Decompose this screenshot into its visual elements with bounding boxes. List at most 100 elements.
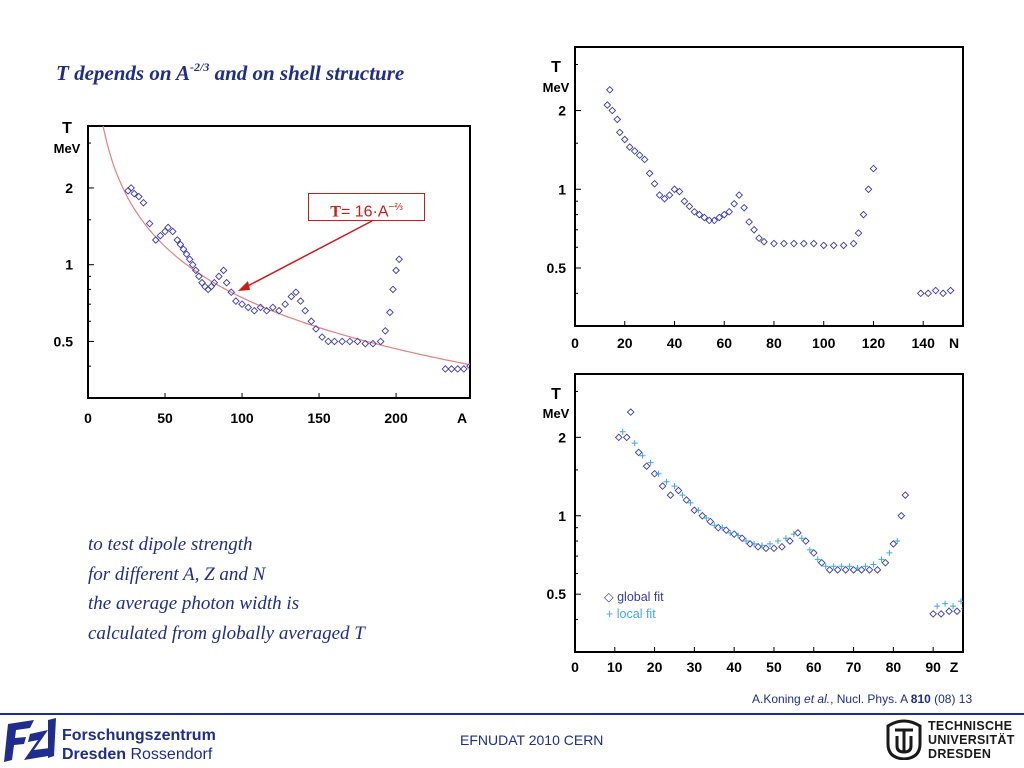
y-tick-label: 0.5	[547, 586, 567, 602]
global-fit-point	[164, 223, 172, 232]
global-fit-point	[207, 282, 216, 291]
y-tick-label: 2	[558, 429, 566, 445]
global-fit-point	[275, 306, 283, 315]
global-fit-point	[620, 135, 629, 144]
x-tick-label: 0	[571, 659, 579, 675]
global-fit-point	[250, 306, 259, 315]
global-fit-point	[222, 278, 231, 287]
global-fit-point	[705, 216, 714, 225]
global-fit-point	[746, 540, 754, 548]
global-fit-point	[670, 185, 679, 194]
fit-formula-annotation: T= 16·A−⅔	[308, 193, 425, 221]
fzd-logo-icon	[4, 716, 56, 764]
global-fit-point	[869, 164, 878, 173]
tu-dresden-logo-icon	[886, 719, 922, 760]
x-axis-label: Z	[950, 659, 959, 675]
global-fit-point	[134, 192, 143, 201]
global-fit-point	[790, 239, 798, 248]
global-fit-point	[453, 365, 462, 373]
global-fit-point	[817, 558, 826, 567]
global-fit-point	[395, 255, 403, 264]
global-fit-point	[833, 566, 842, 574]
global-fit-point	[324, 337, 333, 346]
bullet-line: for different A, Z and N	[88, 563, 266, 585]
local-fit-point	[711, 522, 718, 529]
local-fit-point	[814, 556, 821, 563]
global-fit-point	[296, 297, 305, 305]
local-fit-point	[894, 538, 901, 545]
global-fit-point	[897, 511, 906, 520]
global-fit-point	[706, 517, 715, 526]
global-fit-point	[730, 199, 739, 208]
x-tick-label: 200	[384, 410, 408, 426]
footer-divider	[0, 713, 1024, 715]
y-tick-label: 1	[558, 181, 566, 197]
x-tick-label: 100	[230, 410, 254, 426]
global-fit-point	[778, 542, 786, 551]
global-fit-point	[945, 607, 953, 616]
global-fit-point	[256, 303, 265, 312]
global-fit-point	[139, 198, 148, 207]
bullet-line: calculated from globally averaged T	[88, 622, 365, 644]
global-fit-point	[635, 151, 644, 160]
global-fit-point	[307, 317, 316, 326]
global-fit-point	[829, 241, 838, 250]
global-fit-point	[191, 266, 200, 275]
global-fit-point	[864, 185, 873, 194]
global-fit-point	[825, 566, 834, 574]
global-fit-point	[281, 300, 289, 309]
global-fit-point	[889, 540, 898, 548]
title-exponent: -2/3	[189, 60, 210, 74]
slide-title: T depends on A-2/3 and on shell structur…	[56, 60, 405, 85]
local-fit-point	[639, 452, 646, 459]
local-fit-point	[631, 440, 638, 447]
y-axis-label: T	[551, 386, 561, 403]
global-fit-point	[642, 462, 651, 471]
local-fit-point	[751, 540, 758, 547]
global-fit-point	[680, 197, 689, 206]
local-fit-point	[870, 561, 877, 568]
global-fit-point	[946, 286, 955, 295]
bullet-line: the average photon width is	[88, 593, 300, 614]
global-fit-point	[650, 179, 659, 188]
global-fit-point	[353, 337, 362, 346]
footer-event: EFNUDAT 2010 CERN	[460, 732, 604, 748]
global-fit-point	[176, 240, 185, 249]
legend-local-fit: + local fit	[606, 607, 656, 621]
global-fit-point	[854, 229, 863, 237]
local-fit-point	[655, 470, 662, 477]
global-fit-point	[640, 155, 649, 164]
global-fit-point	[801, 537, 810, 545]
global-fit-point	[754, 542, 762, 551]
global-fit-point	[156, 231, 165, 240]
global-fit-point	[625, 143, 634, 151]
global-fit-point	[188, 260, 197, 269]
annotation-arrowhead	[238, 281, 250, 291]
global-fit-point	[762, 544, 770, 553]
fzd-institution-name: Forschungszentrum Dresden Rossendorf	[62, 727, 216, 763]
local-fit-point	[934, 603, 941, 610]
plot-frame	[574, 373, 964, 653]
global-fit-point	[931, 286, 940, 295]
global-fit-point	[473, 363, 479, 369]
global-fit-point	[809, 549, 818, 557]
local-fit-point	[782, 535, 789, 542]
plot-area	[614, 408, 963, 618]
global-fit-point	[695, 210, 704, 219]
global-fit-point	[386, 308, 394, 317]
bullet-text: to test dipole strength for different A,…	[88, 530, 365, 648]
global-fit-point	[185, 255, 194, 264]
local-fit-point	[950, 603, 957, 610]
global-fit-point	[244, 303, 253, 312]
local-fit-point	[886, 549, 893, 556]
global-fit-point	[460, 365, 468, 373]
local-fit-point	[619, 428, 626, 435]
global-fit-point	[389, 285, 397, 294]
global-fit-point	[839, 241, 848, 250]
x-tick-label: 50	[766, 659, 782, 675]
local-fit-point	[663, 478, 670, 485]
local-fit-point	[878, 556, 885, 563]
global-fit-point	[605, 86, 614, 94]
